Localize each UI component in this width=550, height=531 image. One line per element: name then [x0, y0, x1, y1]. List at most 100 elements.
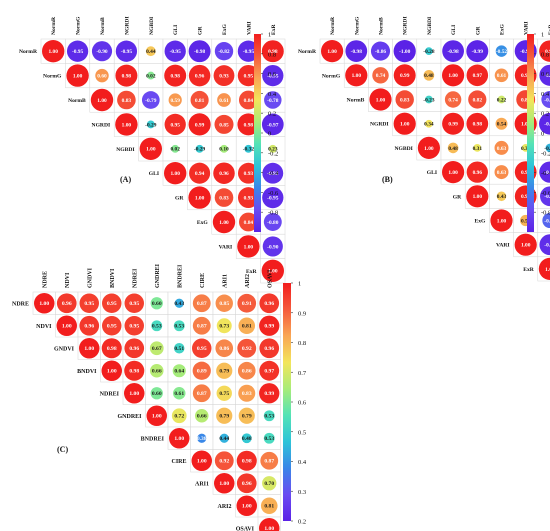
correlation-circle — [236, 473, 257, 494]
correlation-circle — [216, 385, 232, 401]
cell-value: 1.00 — [197, 459, 207, 465]
correlation-circle — [238, 90, 258, 110]
correlation-circle — [444, 91, 462, 108]
correlation-circle — [189, 162, 211, 184]
correlation-circle — [66, 40, 89, 62]
cell-value: 0.87 — [197, 391, 207, 397]
cell-value: 0.95 — [84, 301, 94, 307]
cell-value: -0.39 — [544, 146, 550, 152]
column-label: NormG — [76, 16, 82, 35]
correlation-circle — [236, 450, 257, 471]
row-label: ExG — [475, 218, 487, 224]
cell-value: 0.79 — [242, 414, 252, 420]
correlation-circle — [262, 162, 284, 184]
cell-value: 0.81 — [242, 324, 252, 330]
correlation-circle — [172, 386, 186, 400]
cell-value: 0.96 — [129, 346, 139, 352]
correlation-circle — [425, 95, 433, 104]
cell-value: -0.94 — [544, 243, 550, 249]
correlation-circle — [214, 473, 235, 494]
correlation-circle — [236, 495, 257, 516]
cell-value: 1.00 — [146, 147, 156, 153]
cell-value: 0.98 — [170, 73, 180, 79]
correlation-circle — [261, 113, 284, 136]
correlation-circle — [539, 64, 550, 86]
cell-value: 0.98 — [473, 122, 483, 128]
column-label: NormG — [354, 16, 360, 35]
cell-value: 0.63 — [497, 146, 507, 152]
correlation-circle — [442, 64, 465, 87]
cell-value: -0.95 — [121, 49, 133, 55]
correlation-circle — [466, 40, 489, 63]
correlation-circle — [262, 64, 284, 87]
correlation-circle — [164, 162, 187, 185]
cell-value: 1.00 — [129, 391, 139, 397]
cell-value: 0.95 — [107, 324, 117, 330]
cell-value: -0.32 — [243, 147, 255, 153]
correlation-circle — [215, 294, 233, 312]
cell-value: -0.82 — [218, 49, 230, 55]
cell-value: -0.99 — [520, 49, 532, 55]
cell-value: 1.00 — [39, 301, 49, 307]
correlation-circle — [79, 315, 100, 336]
colorbar-tick-label: 0.8 — [268, 51, 276, 58]
cell-value: 0.73 — [219, 324, 229, 330]
column-label: ExR — [271, 23, 277, 35]
cell-value: 0.79 — [219, 369, 229, 375]
row-label: NGRDI — [92, 122, 111, 128]
correlation-circle — [34, 293, 55, 314]
correlation-circle — [417, 136, 440, 159]
cell-value: 1.00 — [84, 346, 94, 352]
cell-value: -0.90 — [267, 244, 279, 250]
cell-value: 1.00 — [327, 49, 337, 55]
correlation-circle — [541, 90, 550, 109]
colorbar-tick-label: -0.4 — [541, 170, 550, 177]
cell-value: 0.95 — [129, 324, 139, 330]
cell-value: 0.53 — [174, 324, 184, 330]
correlation-circle — [194, 408, 209, 423]
row-label: GR — [175, 196, 184, 202]
correlation-circle — [442, 112, 465, 135]
column-label: GNDVI — [87, 267, 93, 288]
column-label: NDVI — [65, 272, 71, 288]
correlation-circle — [115, 64, 138, 87]
correlation-circle — [214, 114, 234, 134]
correlation-circle — [447, 142, 459, 154]
cell-value: 0.95 — [129, 301, 139, 307]
column-label: GR — [198, 26, 204, 35]
cell-value: 0.84 — [244, 98, 254, 104]
correlation-circle — [115, 40, 138, 62]
correlation-circle — [540, 186, 550, 207]
column-label: NormB — [379, 17, 385, 35]
cell-value: 0.53 — [152, 324, 162, 330]
correlation-circle — [497, 95, 506, 104]
cell-value: 0.91 — [242, 301, 252, 307]
cell-value: 0.22 — [497, 97, 507, 103]
colorbar — [283, 283, 291, 521]
cell-value: 0.86 — [242, 369, 252, 375]
correlation-circle — [145, 46, 156, 57]
correlation-circle — [545, 143, 550, 153]
correlation-circle — [425, 47, 433, 55]
column-label: NGBDI — [427, 17, 433, 35]
colorbar-tick-label: -0.8 — [268, 210, 278, 217]
colorbar-tick-label: -0.2 — [268, 150, 278, 157]
correlation-circle — [244, 144, 253, 153]
row-label: VARI — [219, 244, 233, 250]
cell-value: 1.00 — [376, 97, 386, 103]
column-label: GR — [475, 26, 481, 35]
panel-label: (A) — [120, 175, 131, 184]
correlation-circle — [238, 212, 258, 232]
correlation-circle — [124, 383, 145, 404]
cell-value: 0.95 — [244, 73, 254, 79]
correlation-circle — [195, 144, 204, 153]
correlation-circle — [91, 41, 113, 62]
cell-value: 0.99 — [400, 73, 410, 79]
correlation-circle — [237, 187, 259, 209]
column-label: NormR — [51, 16, 57, 35]
row-label: NormB — [68, 98, 86, 104]
correlation-circle — [214, 188, 234, 207]
correlation-circle — [262, 476, 277, 491]
cell-value: 0.10 — [219, 147, 229, 153]
correlation-circle — [490, 209, 513, 232]
